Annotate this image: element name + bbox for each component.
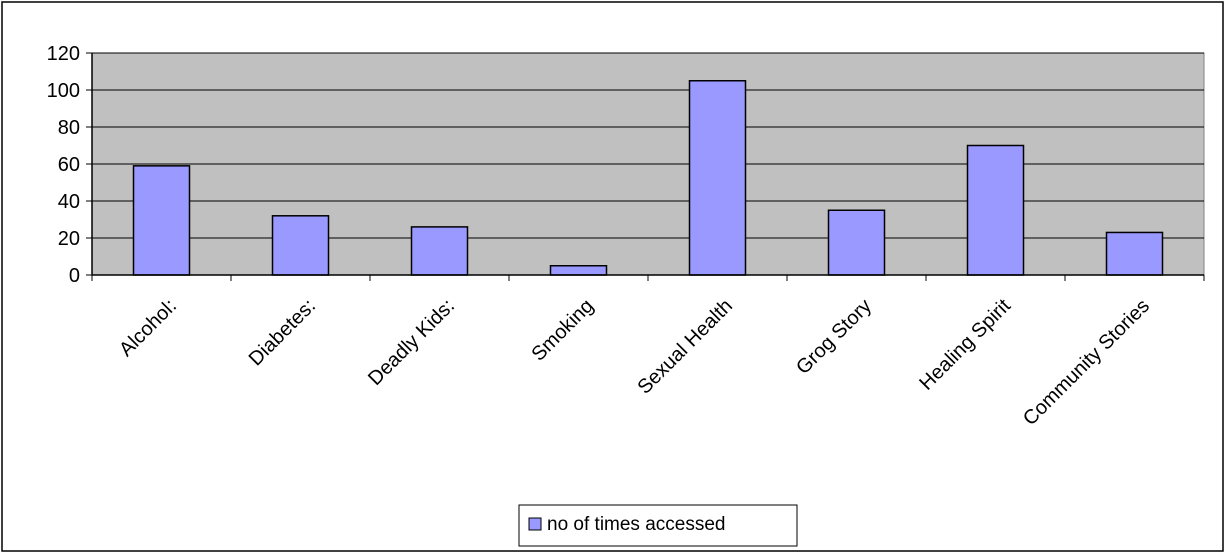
bar — [1105, 231, 1164, 276]
y-tick-label: 60 — [58, 154, 80, 176]
bar — [271, 215, 330, 276]
y-tick-label: 20 — [58, 228, 80, 250]
y-axis-ticks: 0 20 40 60 80 100 120 — [47, 43, 92, 287]
y-tick-label: 0 — [69, 265, 80, 287]
bar — [410, 226, 469, 276]
legend-box — [518, 504, 798, 547]
legend-swatch — [528, 517, 542, 531]
legend-label: no of times accessed — [547, 514, 725, 535]
bar — [688, 80, 747, 276]
bar — [966, 144, 1025, 276]
legend: no of times accessed — [518, 504, 798, 547]
bar — [132, 165, 191, 276]
y-tick-label: 100 — [47, 80, 80, 102]
bar — [549, 265, 608, 276]
y-tick-label: 40 — [58, 191, 80, 213]
bars — [132, 80, 1164, 276]
bar — [827, 209, 886, 276]
y-tick-label: 80 — [58, 117, 80, 139]
y-tick-label: 120 — [47, 43, 80, 65]
